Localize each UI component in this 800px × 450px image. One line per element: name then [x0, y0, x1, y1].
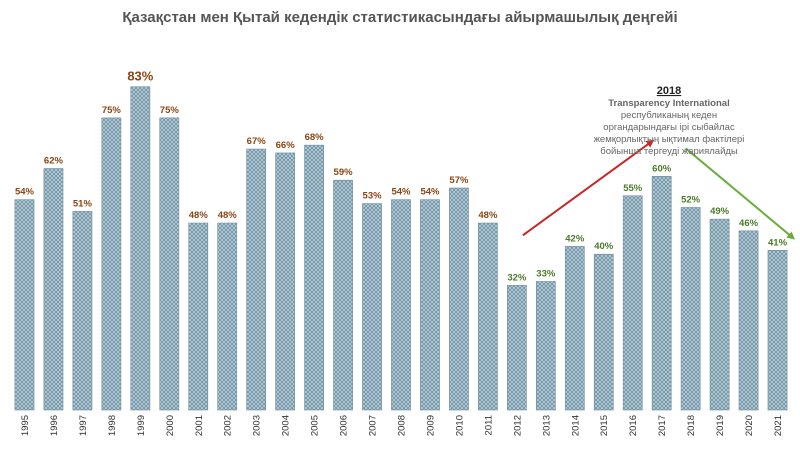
year-label-2003: 2003: [252, 415, 263, 436]
value-label-1995: 54%: [15, 187, 35, 198]
year-label-2000: 2000: [165, 415, 176, 436]
value-label-2011: 48%: [478, 210, 498, 221]
value-label-2002: 48%: [218, 210, 238, 221]
bar-group: [14, 86, 788, 411]
annotation-line: органдарындағы ірі сыбайлас: [603, 122, 735, 133]
value-label-2008: 54%: [391, 187, 411, 198]
bar-2001: [188, 222, 209, 411]
bar-2012: [506, 285, 527, 411]
annotation-line: бойынша тергеуді жариялайды: [600, 146, 738, 157]
value-label-2014: 42%: [565, 233, 585, 244]
year-label-2021: 2021: [773, 415, 784, 436]
value-label-2001: 48%: [189, 210, 209, 221]
bar-1999: [130, 86, 151, 411]
year-label-2004: 2004: [281, 415, 292, 436]
bar-2015: [593, 253, 614, 411]
year-label-2014: 2014: [570, 415, 581, 436]
value-label-2004: 66%: [276, 140, 296, 151]
value-label-2013: 33%: [536, 268, 556, 279]
bar-1995: [14, 199, 35, 411]
value-label-2006: 59%: [334, 167, 354, 178]
value-label-2007: 53%: [363, 191, 383, 202]
value-label-2010: 57%: [449, 175, 469, 186]
year-label-1997: 1997: [78, 415, 89, 436]
bar-2007: [362, 203, 382, 411]
value-label-2016: 55%: [623, 183, 643, 194]
year-label-2002: 2002: [223, 415, 234, 436]
bar-2004: [275, 152, 296, 411]
chart-title: Қазақстан мен Қытай кедендік статистикас…: [122, 9, 677, 26]
year-label-2005: 2005: [310, 415, 321, 436]
annotation-line: республиканың кеден: [621, 110, 717, 121]
year-label-1996: 1996: [49, 415, 60, 436]
value-label-2021: 41%: [768, 237, 788, 248]
value-label-2003: 67%: [247, 136, 267, 147]
year-label-2001: 2001: [194, 415, 205, 436]
bar-2010: [449, 187, 469, 411]
value-label-2020: 46%: [739, 218, 759, 229]
year-label-2009: 2009: [425, 415, 436, 436]
value-label-1996: 62%: [44, 156, 64, 167]
bar-2002: [217, 222, 238, 411]
year-label-2008: 2008: [397, 415, 408, 436]
year-label-1999: 1999: [136, 415, 147, 436]
value-label-1999: 83%: [127, 69, 153, 84]
bar-2006: [333, 179, 353, 411]
bar-2017: [651, 176, 672, 411]
year-label-2018: 2018: [686, 415, 697, 436]
value-label-group: 54% 62% 51% 75% 83% 75% 48% 48% 67% 66% 68% 59% 53% 5…: [15, 69, 788, 284]
value-label-2012: 32%: [507, 272, 527, 283]
bar-2021: [767, 250, 788, 411]
bar-2003: [246, 148, 267, 411]
bar-2009: [420, 199, 440, 411]
year-label-2011: 2011: [483, 415, 494, 435]
year-label-2020: 2020: [744, 415, 755, 436]
value-label-1997: 51%: [73, 198, 93, 209]
year-label-2007: 2007: [368, 415, 379, 436]
annotation-year: 2018: [657, 85, 681, 97]
value-label-2015: 40%: [594, 241, 614, 252]
rising-trend-arrow: [522, 139, 655, 237]
year-label-1995: 1995: [20, 415, 31, 436]
year-label-2013: 2013: [541, 415, 552, 436]
value-label-1998: 75%: [102, 105, 122, 116]
value-label-2005: 68%: [305, 132, 325, 143]
trend-arrow-group: [522, 139, 796, 240]
annotation-2018: 2018 Transparency International республи…: [594, 85, 745, 157]
year-label-2012: 2012: [512, 415, 523, 436]
value-label-2000: 75%: [160, 105, 180, 116]
bar-1998: [101, 117, 122, 411]
bar-2008: [391, 199, 411, 411]
falling-trend-arrow: [685, 147, 796, 240]
year-label-1998: 1998: [107, 415, 118, 436]
value-label-2017: 60%: [652, 163, 672, 174]
bar-2016: [622, 195, 643, 411]
bar-2014: [564, 246, 585, 411]
bar-2013: [535, 281, 556, 411]
bar-2019: [709, 218, 730, 411]
bar-2005: [304, 144, 324, 411]
value-label-2009: 54%: [420, 187, 440, 198]
bar-1997: [72, 211, 93, 411]
year-label-group: 1995 1996 1997 1998 1999 2000 2001 2002 2003 2004…: [20, 415, 784, 436]
year-label-2019: 2019: [715, 415, 726, 436]
value-label-2018: 52%: [681, 194, 701, 205]
annotation-line: жемқорлықтың ықтимал фактілері: [594, 134, 745, 145]
year-label-2006: 2006: [339, 415, 350, 436]
bar-2018: [680, 207, 701, 411]
year-label-2016: 2016: [628, 415, 639, 436]
year-label-2017: 2017: [657, 415, 668, 436]
year-label-2010: 2010: [454, 415, 465, 436]
value-label-2019: 49%: [710, 206, 730, 217]
year-label-2015: 2015: [599, 415, 610, 436]
bar-2000: [159, 117, 180, 411]
annotation-organization: Transparency International: [608, 98, 729, 109]
bar-2020: [738, 230, 759, 411]
bar-2011: [478, 222, 498, 411]
bar-1996: [43, 168, 64, 411]
